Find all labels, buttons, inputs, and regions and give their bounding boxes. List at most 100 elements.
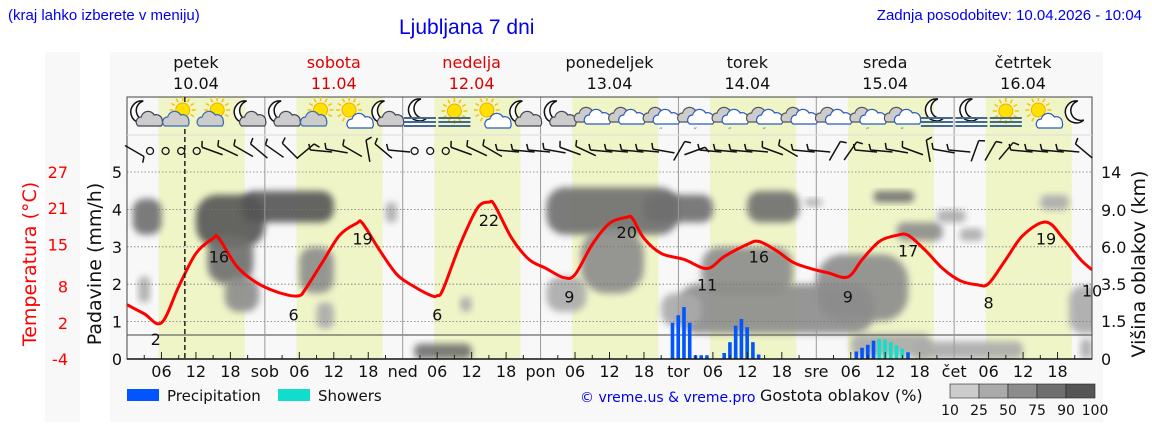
- location-hint-link[interactable]: (kraj lahko izberete v meniju): [8, 7, 200, 24]
- barb-shaft: [543, 148, 566, 154]
- barb-feather: [852, 143, 856, 151]
- day-name: sobota: [307, 53, 361, 72]
- barb-shaft: [559, 146, 581, 156]
- temp-tick: 15: [48, 235, 68, 254]
- calm-wind-icon: [145, 146, 155, 156]
- barb-feather: [308, 143, 312, 151]
- wind-barb-icon: [494, 143, 520, 153]
- barb-feather: [1012, 141, 1020, 146]
- density-swatch: [1007, 383, 1038, 399]
- wind-barb-icon: [673, 140, 692, 161]
- x-day-label: pon: [526, 362, 556, 381]
- precipitation-bar: [854, 351, 859, 359]
- calm-wind-icon: [192, 146, 201, 156]
- cloud-shape: [300, 110, 328, 127]
- sun-fog-icon: [989, 98, 1022, 127]
- barb-feather: [619, 143, 623, 151]
- sun-ray: [998, 99, 1002, 104]
- sun-ray: [224, 102, 229, 107]
- wind-barb-icon: [575, 139, 597, 157]
- barb-shaft: [886, 148, 909, 154]
- sun-cloud-icon: [300, 97, 334, 127]
- day-name: sreda: [863, 53, 907, 72]
- sun-ray: [461, 103, 467, 108]
- x-hour-label: 18: [909, 362, 929, 381]
- barb-feather: [856, 141, 864, 145]
- barb-feather: [374, 137, 379, 145]
- x-hour-label: 12: [1013, 362, 1033, 381]
- barb-feather: [249, 137, 254, 145]
- sun-disc: [1030, 102, 1046, 118]
- wind-barb-icon: [1008, 143, 1033, 153]
- cloudy-drizzle-icon: ″: [883, 106, 922, 137]
- showers-bar: [877, 338, 882, 359]
- barb-shaft: [365, 140, 371, 162]
- wind-barb-icon: [264, 138, 284, 158]
- barb-shaft: [496, 149, 520, 153]
- cloud-height-tick: 1.5: [1101, 312, 1126, 331]
- page-title: Ljubljana 7 dni: [399, 16, 535, 39]
- temp-axis-panel: [45, 52, 80, 422]
- sun-ray: [324, 98, 328, 103]
- density-tick: 25: [970, 403, 988, 419]
- drizzle-marks: ″: [866, 127, 870, 137]
- sun-ray: [341, 117, 346, 122]
- daylight-band: [985, 97, 1072, 359]
- barb-shaft: [388, 149, 411, 153]
- barb-feather: [777, 139, 781, 146]
- wind-barb-icon: [603, 143, 628, 153]
- sun-ray: [1026, 113, 1031, 118]
- barb-feather: [651, 142, 654, 150]
- precipitation-bar: [860, 347, 864, 359]
- calm-wind-icon: [426, 146, 435, 156]
- daylight-band: [296, 97, 383, 359]
- wind-barb-icon: [925, 136, 933, 162]
- barb-feather: [697, 143, 701, 151]
- wind-barb-icon: [712, 143, 737, 153]
- sun-small-cloud-icon: [473, 97, 512, 129]
- sun-ray: [458, 99, 462, 104]
- barb-shaft: [1010, 149, 1033, 153]
- cloud-blob: [132, 198, 162, 235]
- wind-barb-icon: [946, 143, 971, 153]
- cloud-blob: [873, 191, 914, 203]
- wind-barb-icon: [901, 140, 924, 156]
- wind-barb-icon: [324, 142, 348, 154]
- density-swatch: [978, 383, 1009, 399]
- barb-feather: [925, 136, 933, 141]
- barb-feather: [806, 143, 810, 151]
- barb-feather: [931, 142, 934, 150]
- barb-shaft: [684, 146, 706, 156]
- barb-shaft: [217, 145, 239, 157]
- x-hour-label: 06: [565, 362, 585, 381]
- moon-cloud-icon: [371, 100, 405, 127]
- barb-feather: [575, 139, 578, 147]
- sun-ray: [994, 103, 999, 108]
- moon-shape: [959, 98, 979, 122]
- barb-feather: [588, 143, 592, 151]
- cloud-shape: [514, 110, 543, 127]
- precipitation-bar: [705, 355, 709, 359]
- wind-barb-icon: [201, 140, 223, 156]
- cloud-height-tick: 6.0: [1101, 238, 1126, 257]
- sun-disc: [479, 102, 495, 118]
- density-legend-label: Gostota oblakov (%): [760, 386, 923, 405]
- wind-barb-icon: [931, 142, 955, 154]
- precipitation-bar: [751, 342, 755, 359]
- sun-ray: [224, 113, 229, 118]
- credit-link[interactable]: © vreme.us & vreme.pro: [580, 390, 755, 406]
- temperature-label: 19: [1036, 229, 1056, 248]
- moon-cloud-icon: [509, 100, 543, 127]
- wind-barb-icon: [998, 141, 1020, 160]
- last-updated: Zadnja posodobitev: 10.04.2026 - 10:04: [876, 7, 1142, 24]
- barb-shaft: [843, 141, 858, 161]
- x-hour-label: 12: [324, 362, 344, 381]
- barb-shaft: [778, 144, 799, 158]
- barb-feather: [542, 142, 545, 150]
- x-hour-label: 06: [703, 362, 723, 381]
- precipitation-bar: [676, 315, 681, 359]
- x-day-label: tor: [667, 362, 690, 381]
- precip-tick: 1: [112, 313, 122, 332]
- barb-shaft: [948, 149, 971, 153]
